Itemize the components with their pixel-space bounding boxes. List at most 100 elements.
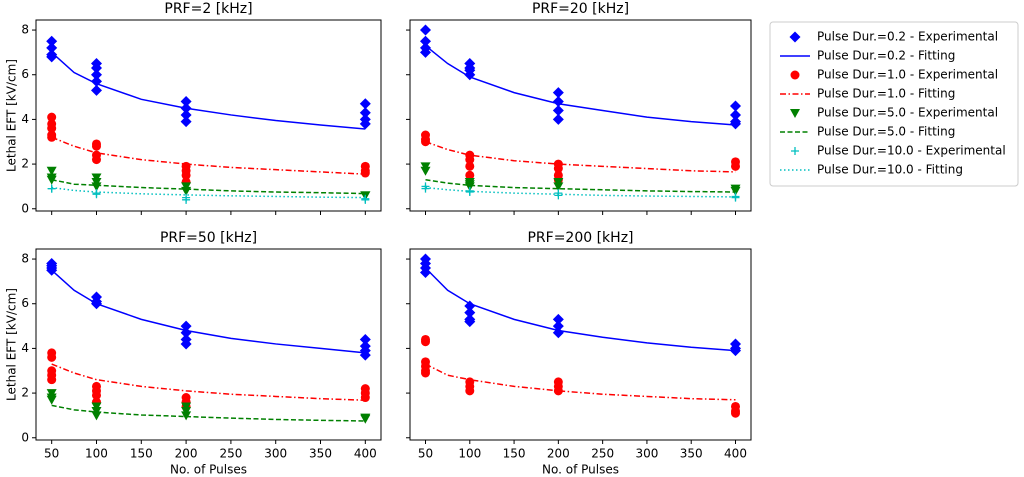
plus-marker <box>47 184 56 193</box>
y-tick-label: 6 <box>21 296 29 310</box>
y-tick-label: 2 <box>21 386 29 400</box>
circle-marker <box>91 141 101 151</box>
x-tick-label: 150 <box>130 447 153 461</box>
x-axis-label: No. of Pulses <box>170 463 247 477</box>
y-tick-label: 4 <box>21 341 29 355</box>
y-axis-label: Lethal EFT [kV/cm] <box>5 59 19 172</box>
fit-line <box>425 363 736 401</box>
diamond-marker <box>90 62 102 74</box>
circle-marker <box>181 170 191 180</box>
diamond-marker <box>180 116 192 128</box>
diamond-marker <box>46 42 58 54</box>
x-tick-label: 400 <box>724 447 747 461</box>
x-tick-label: 250 <box>591 447 614 461</box>
legend-label: Pulse Dur.=10.0 - Fitting <box>817 163 963 177</box>
diamond-marker <box>90 84 102 96</box>
legend-label: Pulse Dur.=5.0 - Fitting <box>817 125 955 139</box>
y-tick-label: 4 <box>21 112 29 126</box>
fit-line <box>425 178 736 193</box>
circle-marker <box>360 168 370 178</box>
fit-line <box>51 363 366 401</box>
x-tick-label: 200 <box>175 447 198 461</box>
y-tick-label: 8 <box>21 252 29 266</box>
x-tick-label: 50 <box>44 447 59 461</box>
diamond-marker <box>552 113 564 125</box>
fit-line <box>425 186 736 198</box>
diamond-marker <box>552 320 564 332</box>
diamond-marker <box>730 118 741 130</box>
x-tick-label: 300 <box>264 447 287 461</box>
diamond-marker <box>46 35 58 47</box>
circle-marker <box>465 155 475 165</box>
x-tick-label: 100 <box>85 447 108 461</box>
legend-box <box>769 21 1019 187</box>
axes-frame <box>409 19 752 212</box>
triangle-marker <box>91 411 102 421</box>
circle-marker <box>553 164 563 174</box>
subplot-title: PRF=2 [kHz] <box>164 1 252 17</box>
axes-frame <box>35 248 382 441</box>
diamond-marker <box>180 320 192 332</box>
x-tick-label: 300 <box>635 447 658 461</box>
fit-line <box>425 141 736 173</box>
diamond-marker <box>180 109 192 121</box>
diamond-marker <box>730 109 741 121</box>
diamond-marker <box>552 104 564 116</box>
plus-marker <box>791 147 799 155</box>
circle-marker <box>47 352 57 362</box>
diamond-marker <box>420 24 431 36</box>
diamond-marker <box>420 35 431 47</box>
triangle-marker <box>420 166 431 176</box>
legend-label: Pulse Dur.=10.0 - Experimental <box>817 144 1006 158</box>
diamond-marker <box>359 333 371 345</box>
axes-frame <box>409 248 752 441</box>
fit-line <box>51 404 366 422</box>
y-tick-label: 0 <box>21 201 29 215</box>
diamond-marker <box>552 313 564 325</box>
circle-marker <box>790 70 800 80</box>
x-axis-label: No. of Pulses <box>542 463 619 477</box>
y-tick-label: 6 <box>21 67 29 81</box>
circle-marker <box>465 161 475 171</box>
circle-marker <box>421 368 430 378</box>
legend-label: Pulse Dur.=0.2 - Experimental <box>817 30 998 44</box>
plot-area <box>420 24 741 202</box>
circle-marker <box>91 155 101 165</box>
fit-line <box>51 269 366 354</box>
diamond-marker <box>359 98 371 110</box>
diamond-marker <box>359 107 371 119</box>
x-tick-label: 200 <box>547 447 570 461</box>
x-tick-label: 250 <box>219 447 242 461</box>
triangle-marker <box>553 182 564 192</box>
plot-area <box>420 253 741 418</box>
plot-area <box>46 258 371 424</box>
circle-marker <box>47 123 57 133</box>
plot-area <box>46 35 371 204</box>
y-tick-label: 0 <box>21 430 29 444</box>
fit-line <box>51 136 366 175</box>
plus-marker <box>731 193 740 202</box>
x-tick-label: 150 <box>503 447 526 461</box>
circle-marker <box>465 386 475 396</box>
triangle-marker <box>46 166 57 176</box>
legend-label: Pulse Dur.=1.0 - Experimental <box>817 68 998 82</box>
subplot-title: PRF=50 [kHz] <box>160 230 257 246</box>
triangle-marker <box>790 109 800 118</box>
x-tick-label: 350 <box>680 447 703 461</box>
fit-line <box>424 267 736 352</box>
legend-label: Pulse Dur.=5.0 - Experimental <box>817 106 998 120</box>
plus-marker <box>361 194 370 203</box>
fit-line <box>425 45 736 126</box>
triangle-marker <box>46 395 57 405</box>
y-axis-label: Lethal EFT [kV/cm] <box>5 288 19 401</box>
triangle-marker <box>360 414 371 424</box>
fit-line <box>51 51 366 130</box>
diamond-marker <box>180 338 192 350</box>
diamond-marker <box>420 46 431 58</box>
diamond-marker <box>464 300 476 312</box>
diamond-marker <box>730 100 741 112</box>
subplot-title: PRF=20 [kHz] <box>532 1 629 17</box>
y-tick-label: 2 <box>21 157 29 171</box>
x-tick-label: 100 <box>458 447 481 461</box>
